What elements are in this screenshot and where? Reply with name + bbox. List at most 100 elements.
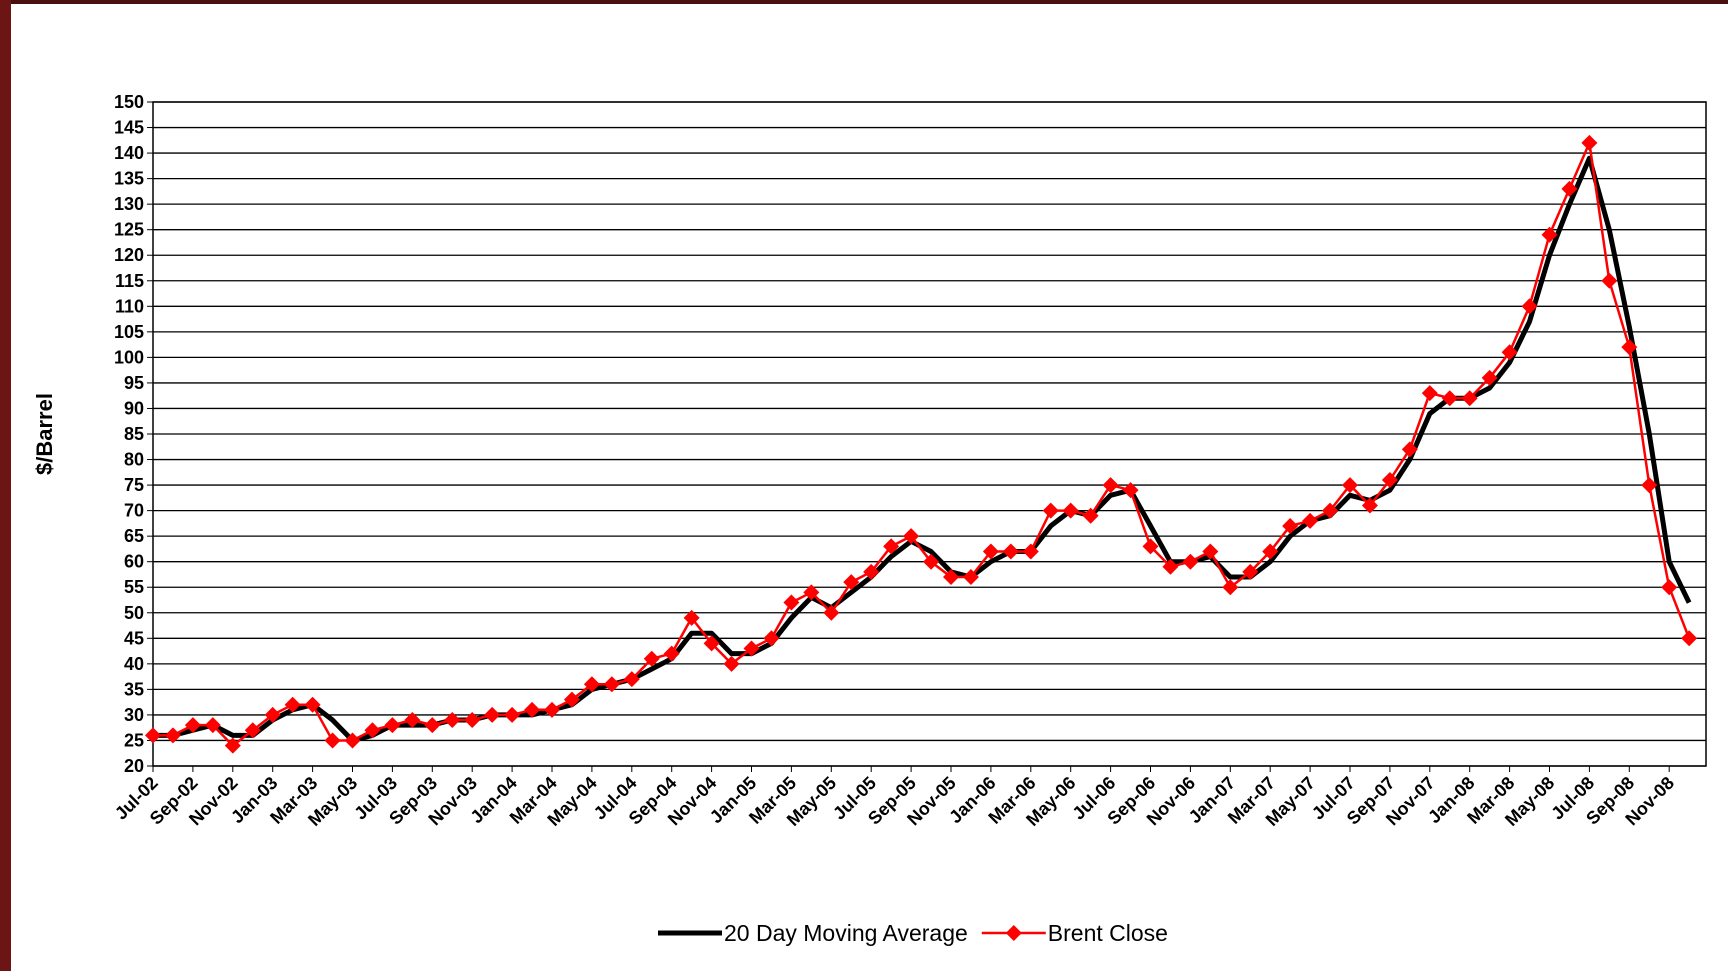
data-point <box>1401 441 1418 458</box>
y-tick-label: 120 <box>114 245 144 265</box>
data-point <box>384 717 401 734</box>
data-point <box>703 635 720 652</box>
data-point <box>1381 471 1398 488</box>
data-point <box>344 732 361 749</box>
slide-border-top <box>0 0 1728 4</box>
y-tick-label: 20 <box>124 756 144 776</box>
data-point <box>903 528 920 545</box>
data-point <box>982 543 999 560</box>
data-point <box>1601 272 1618 289</box>
data-point <box>145 727 161 744</box>
slide-border-left <box>0 0 11 971</box>
data-point <box>1122 482 1139 499</box>
data-point <box>304 696 321 713</box>
data-point <box>1461 390 1478 407</box>
data-point <box>1002 543 1019 560</box>
data-point <box>444 712 461 729</box>
y-tick-label: 125 <box>114 220 144 240</box>
y-tick-label: 130 <box>114 194 144 214</box>
y-tick-label: 40 <box>124 654 144 674</box>
data-point <box>504 706 521 723</box>
y-tick-label: 60 <box>124 552 144 572</box>
y-tick-label: 150 <box>114 92 144 112</box>
data-point <box>1182 553 1199 570</box>
data-point <box>1521 298 1538 315</box>
data-point <box>803 584 820 601</box>
data-point <box>663 645 680 662</box>
y-tick-label: 100 <box>114 347 144 367</box>
y-tick-label: 65 <box>124 526 144 546</box>
y-tick-label: 50 <box>124 603 144 623</box>
data-point <box>284 696 301 713</box>
data-point <box>962 569 979 586</box>
data-point <box>603 676 620 693</box>
data-point <box>544 701 560 718</box>
data-point <box>1561 180 1578 197</box>
data-point <box>943 569 959 586</box>
data-point <box>1641 477 1658 494</box>
data-point <box>1302 512 1319 529</box>
data-point <box>1661 579 1678 596</box>
data-point <box>424 717 441 734</box>
y-tick-label: 45 <box>124 628 144 648</box>
data-point <box>1621 339 1638 356</box>
y-tick-label: 30 <box>124 705 144 725</box>
data-point <box>1142 538 1159 555</box>
y-axis-label: $/Barrel <box>32 393 57 475</box>
data-point <box>1581 134 1598 151</box>
data-point <box>204 717 221 734</box>
data-point <box>324 732 341 749</box>
data-point <box>1441 390 1458 407</box>
data-point <box>743 640 760 657</box>
data-point <box>723 655 740 672</box>
data-point <box>1222 579 1239 596</box>
data-point <box>1042 502 1059 519</box>
data-point <box>623 671 640 688</box>
data-point <box>1022 543 1039 560</box>
data-point <box>863 563 880 580</box>
y-tick-label: 110 <box>115 296 144 316</box>
data-point <box>184 717 201 734</box>
data-point <box>1282 517 1299 534</box>
data-point <box>484 706 501 723</box>
data-point <box>643 650 660 667</box>
data-point <box>1102 477 1119 494</box>
data-point <box>244 722 261 739</box>
data-point <box>1481 369 1498 386</box>
data-point <box>1501 344 1518 361</box>
data-point <box>1162 558 1179 575</box>
legend-label: Brent Close <box>1048 920 1168 946</box>
data-point <box>1062 502 1079 519</box>
y-tick-label: 95 <box>124 373 144 393</box>
y-tick-label: 70 <box>124 501 144 521</box>
data-point <box>823 604 840 621</box>
y-tick-label: 105 <box>114 322 144 342</box>
data-point <box>1421 385 1438 402</box>
data-point <box>883 538 900 555</box>
data-point <box>404 712 421 729</box>
data-point <box>1082 507 1099 524</box>
legend-label: 20 Day Moving Average <box>724 920 968 946</box>
data-point <box>1262 543 1279 560</box>
y-tick-label: 55 <box>124 577 144 597</box>
data-point <box>1322 502 1339 519</box>
y-tick-label: 85 <box>124 424 144 444</box>
data-point <box>923 553 940 570</box>
y-tick-label: 80 <box>124 450 144 470</box>
data-point <box>563 691 580 708</box>
data-point <box>1202 543 1219 560</box>
y-tick-label: 135 <box>114 169 144 189</box>
data-point <box>164 727 181 744</box>
data-point <box>1342 477 1358 494</box>
y-tick-label: 75 <box>124 475 144 495</box>
legend-marker <box>1005 925 1022 941</box>
data-point <box>763 630 780 647</box>
data-point <box>583 676 600 693</box>
data-point <box>683 609 700 626</box>
data-point <box>364 722 381 739</box>
y-tick-label: 115 <box>115 271 144 291</box>
y-tick-label: 140 <box>114 143 144 163</box>
y-tick-label: 90 <box>124 398 144 418</box>
data-point <box>264 706 281 723</box>
